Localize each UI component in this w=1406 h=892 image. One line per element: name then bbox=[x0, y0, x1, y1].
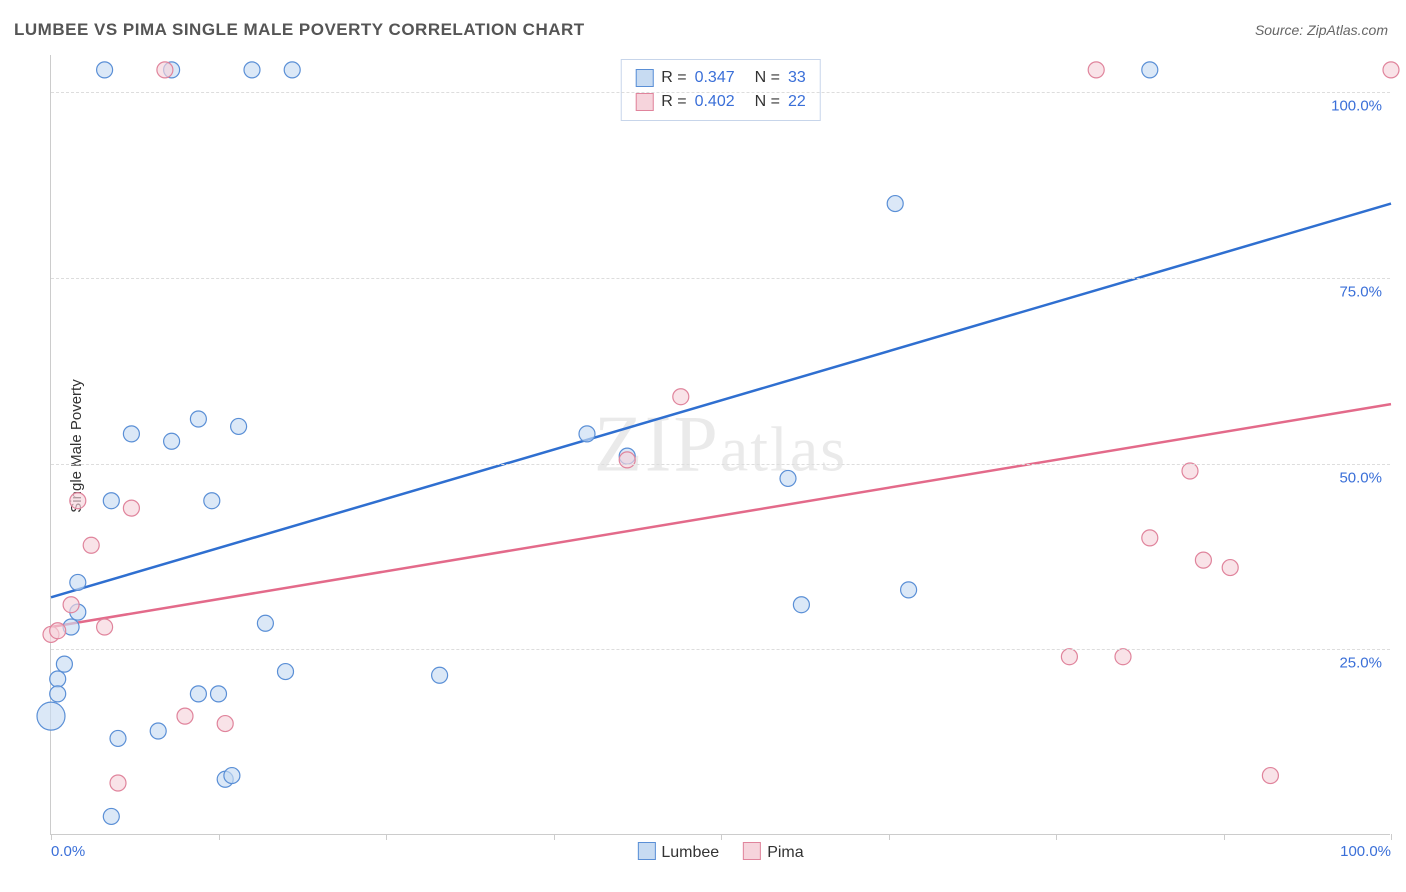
y-tick-label: 50.0% bbox=[1339, 469, 1382, 486]
data-point bbox=[123, 500, 139, 516]
data-point bbox=[1142, 62, 1158, 78]
data-point bbox=[157, 62, 173, 78]
legend-r-value: 0.347 bbox=[695, 69, 735, 87]
data-point bbox=[37, 702, 65, 730]
gridline bbox=[51, 92, 1390, 93]
data-point bbox=[97, 62, 113, 78]
legend-series-label: Pima bbox=[767, 844, 803, 861]
data-point bbox=[103, 493, 119, 509]
x-tick bbox=[1056, 834, 1057, 840]
data-point bbox=[793, 597, 809, 613]
data-point bbox=[204, 493, 220, 509]
x-tick bbox=[554, 834, 555, 840]
data-point bbox=[110, 775, 126, 791]
plot-svg bbox=[51, 55, 1390, 834]
legend-n-label: N = bbox=[755, 93, 780, 111]
legend-swatch bbox=[637, 842, 655, 860]
legend-r-label: R = bbox=[661, 93, 686, 111]
data-point bbox=[190, 686, 206, 702]
legend-stats: R = 0.347 N = 33 R = 0.402 N = 22 bbox=[620, 59, 821, 121]
x-tick bbox=[1224, 834, 1225, 840]
legend-n-value: 33 bbox=[788, 69, 806, 87]
y-tick-label: 25.0% bbox=[1339, 655, 1382, 672]
gridline bbox=[51, 278, 1390, 279]
legend-n-label: N = bbox=[755, 69, 780, 87]
x-tick bbox=[721, 834, 722, 840]
data-point bbox=[432, 667, 448, 683]
data-point bbox=[150, 723, 166, 739]
x-tick bbox=[386, 834, 387, 840]
x-tick bbox=[889, 834, 890, 840]
data-point bbox=[70, 574, 86, 590]
data-point bbox=[211, 686, 227, 702]
data-point bbox=[217, 716, 233, 732]
data-point bbox=[231, 418, 247, 434]
legend-series-item: Pima bbox=[743, 842, 803, 862]
data-point bbox=[579, 426, 595, 442]
data-point bbox=[63, 597, 79, 613]
legend-swatch bbox=[635, 93, 653, 111]
regression-line bbox=[51, 404, 1391, 627]
data-point bbox=[1142, 530, 1158, 546]
data-point bbox=[1088, 62, 1104, 78]
data-point bbox=[50, 686, 66, 702]
data-point bbox=[50, 623, 66, 639]
gridline bbox=[51, 464, 1390, 465]
data-point bbox=[83, 537, 99, 553]
y-tick-label: 75.0% bbox=[1339, 283, 1382, 300]
legend-n-value: 22 bbox=[788, 93, 806, 111]
legend-swatch bbox=[635, 69, 653, 87]
legend-series-item: Lumbee bbox=[637, 842, 719, 862]
x-tick-label: 0.0% bbox=[51, 843, 85, 860]
data-point bbox=[50, 671, 66, 687]
chart-container: LUMBEE VS PIMA SINGLE MALE POVERTY CORRE… bbox=[0, 0, 1406, 892]
data-point bbox=[284, 62, 300, 78]
legend-stat-row: R = 0.347 N = 33 bbox=[635, 66, 806, 90]
data-point bbox=[887, 196, 903, 212]
gridline bbox=[51, 649, 1390, 650]
legend-r-value: 0.402 bbox=[695, 93, 735, 111]
data-point bbox=[673, 389, 689, 405]
y-tick-label: 100.0% bbox=[1331, 98, 1382, 115]
regression-line bbox=[51, 204, 1391, 598]
legend-series-label: Lumbee bbox=[661, 844, 719, 861]
data-point bbox=[177, 708, 193, 724]
data-point bbox=[1383, 62, 1399, 78]
x-tick bbox=[1391, 834, 1392, 840]
legend-swatch bbox=[743, 842, 761, 860]
data-point bbox=[190, 411, 206, 427]
data-point bbox=[901, 582, 917, 598]
data-point bbox=[1061, 649, 1077, 665]
chart-title: LUMBEE VS PIMA SINGLE MALE POVERTY CORRE… bbox=[14, 20, 585, 40]
data-point bbox=[1182, 463, 1198, 479]
data-point bbox=[780, 470, 796, 486]
x-tick-label: 100.0% bbox=[1340, 843, 1391, 860]
data-point bbox=[244, 62, 260, 78]
data-point bbox=[1115, 649, 1131, 665]
data-point bbox=[1262, 768, 1278, 784]
data-point bbox=[56, 656, 72, 672]
data-point bbox=[1222, 560, 1238, 576]
data-point bbox=[110, 730, 126, 746]
legend-r-label: R = bbox=[661, 69, 686, 87]
source-attribution: Source: ZipAtlas.com bbox=[1255, 22, 1388, 38]
data-point bbox=[257, 615, 273, 631]
legend-series: Lumbee Pima bbox=[637, 842, 803, 862]
x-tick bbox=[219, 834, 220, 840]
data-point bbox=[224, 768, 240, 784]
x-tick bbox=[51, 834, 52, 840]
legend-stat-row: R = 0.402 N = 22 bbox=[635, 90, 806, 114]
data-point bbox=[103, 808, 119, 824]
data-point bbox=[164, 433, 180, 449]
data-point bbox=[278, 664, 294, 680]
plot-area: ZIPatlas R = 0.347N = 33R = 0.402N = 22 … bbox=[50, 55, 1390, 835]
data-point bbox=[619, 452, 635, 468]
data-point bbox=[1195, 552, 1211, 568]
data-point bbox=[97, 619, 113, 635]
data-point bbox=[123, 426, 139, 442]
data-point bbox=[70, 493, 86, 509]
